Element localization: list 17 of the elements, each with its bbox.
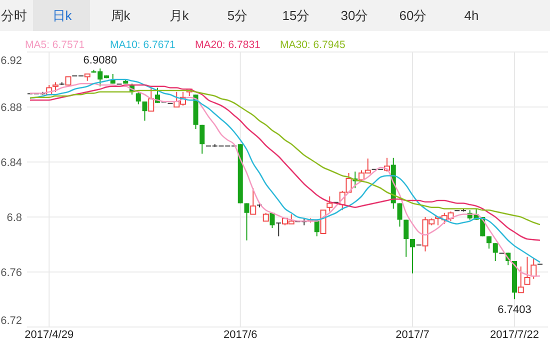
y-tick-label: 6.84 — [0, 157, 22, 169]
x-tick-label: 2017/7/22 — [490, 329, 539, 341]
x-tick-label: 2017/6 — [224, 329, 258, 341]
annotation: 6.9080 — [83, 54, 117, 66]
y-tick-label: 6.72 — [0, 315, 22, 327]
x-tick-label: 2017/7 — [396, 329, 430, 341]
y-tick-label: 6.8 — [6, 212, 22, 224]
text: MA30: 6.7945 — [280, 39, 346, 51]
annotation: 6.7403 — [498, 304, 532, 316]
y-tick-label: 6.92 — [0, 55, 22, 67]
y-tick-label: 6.88 — [0, 102, 22, 114]
y-tick-label: 6.76 — [0, 267, 22, 279]
tab-bar: 分时 日k 周k 月k 5分 15分 30分 60分 4h — [0, 0, 550, 31]
text: MA10: 6.7671 — [110, 39, 176, 51]
x-tick-label: 2017/4/29 — [24, 329, 74, 341]
text: MA20: 6.7831 — [195, 39, 261, 51]
text: MA5: 6.7571 — [25, 39, 85, 51]
